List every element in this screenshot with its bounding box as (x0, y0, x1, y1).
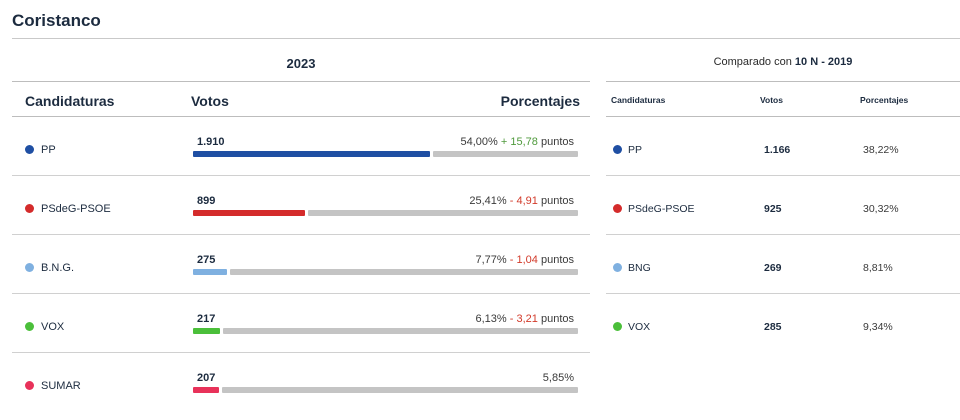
party-percent-line: 25,41% - 4,91 puntos (469, 195, 574, 207)
vote-share-remainder (222, 387, 578, 393)
party-percent: 5,85% (542, 372, 574, 384)
party-votes: 217 (197, 313, 216, 325)
party-percent: 38,22% (863, 144, 899, 156)
party-color-dot (613, 263, 622, 272)
party-delta-unit: puntos (540, 136, 574, 148)
vote-share-remainder (223, 328, 578, 334)
vote-share-remainder (308, 210, 578, 216)
party-votes: 285 (764, 321, 782, 333)
party-delta: - 1,04 (509, 254, 538, 266)
row-divider (12, 352, 590, 353)
party-color-dot (613, 322, 622, 331)
party-name: PSdeG-PSOE (41, 203, 111, 215)
party-votes: 1.910 (197, 136, 225, 148)
comparison-label: Comparado con (713, 56, 792, 68)
party-color-dot (25, 322, 34, 331)
year-heading: 2023 (286, 56, 316, 71)
party-name: VOX (41, 321, 65, 333)
row-divider (12, 293, 590, 294)
header-party: Candidaturas (25, 93, 115, 109)
party-delta: + 15,78 (500, 136, 538, 148)
party-delta-unit: puntos (540, 313, 574, 325)
vote-share-fill (193, 269, 227, 275)
party-delta: - 3,21 (509, 313, 538, 325)
cmp-header-party: Candidaturas (611, 95, 666, 105)
party-name: B.N.G. (41, 262, 75, 274)
header-votes: Votos (191, 93, 229, 109)
page-title: Coristanco (12, 11, 101, 30)
result-row: VOX 217 6,13% - 3,21 puntos (12, 294, 590, 353)
row-divider (12, 234, 590, 235)
party-delta-unit: puntos (540, 195, 574, 207)
party-percent-line: 5,85% (543, 372, 574, 384)
party-delta-unit: puntos (540, 254, 574, 266)
party-name: VOX (628, 321, 651, 333)
party-color-dot (613, 145, 622, 154)
comparison-row: VOX 285 9,34% (606, 294, 960, 353)
result-row: B.N.G. 275 7,77% - 1,04 puntos (12, 235, 590, 294)
party-percent: 30,32% (863, 203, 899, 215)
party-percent: 54,00% (460, 136, 498, 148)
result-row: PSdeG-PSOE 899 25,41% - 4,91 puntos (12, 176, 590, 235)
vote-share-fill (193, 151, 430, 157)
party-percent: 9,34% (863, 321, 893, 333)
party-name: PP (628, 144, 643, 156)
vote-share-bar (193, 210, 578, 216)
party-color-dot (25, 145, 34, 154)
party-percent-line: 7,77% - 1,04 puntos (476, 254, 575, 266)
party-votes: 269 (764, 262, 782, 274)
party-votes: 1.166 (764, 144, 791, 156)
party-name: BNG (628, 262, 651, 274)
comparison-row: BNG 269 8,81% (606, 235, 960, 294)
cmp-header-divider (606, 116, 960, 117)
party-percent: 7,77% (475, 254, 507, 266)
header-divider (12, 116, 590, 117)
party-votes: 275 (197, 254, 216, 266)
party-name: SUMAR (41, 380, 81, 392)
party-percent: 6,13% (475, 313, 507, 325)
title-divider (12, 38, 960, 39)
comparison-divider (606, 81, 960, 82)
row-divider (606, 234, 960, 235)
party-votes: 207 (197, 372, 216, 384)
party-color-dot (613, 204, 622, 213)
party-color-dot (25, 204, 34, 213)
party-name: PSdeG-PSOE (628, 203, 695, 215)
vote-share-remainder (433, 151, 578, 157)
vote-share-fill (193, 387, 219, 393)
row-divider (606, 293, 960, 294)
party-percent-line: 54,00% + 15,78 puntos (461, 136, 574, 148)
vote-share-remainder (230, 269, 578, 275)
vote-share-bar (193, 151, 578, 157)
vote-share-bar (193, 328, 578, 334)
cmp-header-votes: Votos (760, 95, 783, 105)
party-percent-line: 6,13% - 3,21 puntos (476, 313, 575, 325)
year-divider (12, 81, 590, 82)
party-name: PP (41, 144, 56, 156)
vote-share-fill (193, 210, 305, 216)
comparison-heading: Comparado con 10 N - 2019 (606, 56, 960, 68)
row-divider (12, 175, 590, 176)
party-percent: 25,41% (469, 195, 507, 207)
comparison-election: 10 N - 2019 (794, 56, 853, 68)
cmp-header-percent: Porcentajes (860, 95, 909, 105)
party-votes: 925 (764, 203, 782, 215)
row-divider (606, 175, 960, 176)
comparison-row: PSdeG-PSOE 925 30,32% (606, 176, 960, 235)
party-color-dot (25, 263, 34, 272)
party-votes: 899 (197, 195, 216, 207)
vote-share-fill (193, 328, 220, 334)
result-row: SUMAR 207 5,85% (12, 353, 590, 412)
vote-share-bar (193, 269, 578, 275)
party-delta: - 4,91 (509, 195, 538, 207)
party-color-dot (25, 381, 34, 390)
vote-share-bar (193, 387, 578, 393)
party-percent: 8,81% (863, 262, 893, 274)
result-row: PP 1.910 54,00% + 15,78 puntos (12, 117, 590, 176)
header-percent: Porcentajes (500, 93, 580, 109)
comparison-row: PP 1.166 38,22% (606, 117, 960, 176)
